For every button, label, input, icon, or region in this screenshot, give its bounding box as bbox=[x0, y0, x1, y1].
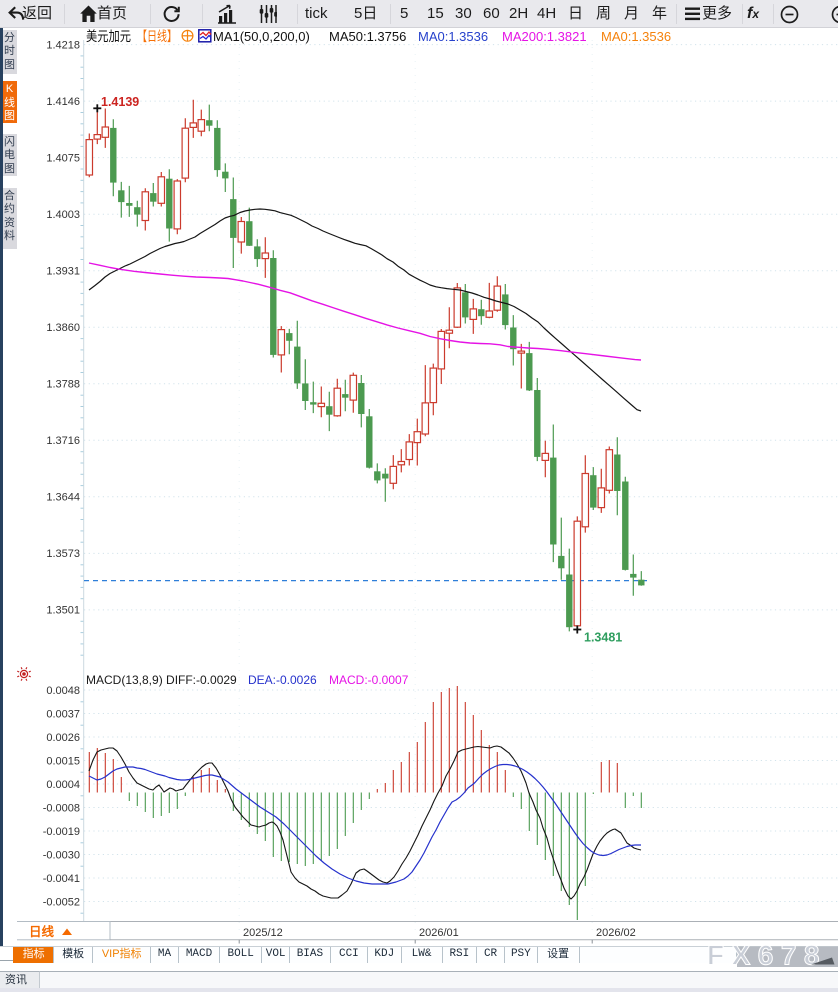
svg-text:MA50:1.3756: MA50:1.3756 bbox=[329, 29, 406, 44]
svg-text:2026/01: 2026/01 bbox=[419, 927, 459, 939]
svg-text:1.3573: 1.3573 bbox=[46, 548, 80, 560]
svg-text:0.0015: 0.0015 bbox=[46, 755, 80, 767]
svg-text:MACD(13,8,9) DIFF:-0.0029: MACD(13,8,9) DIFF:-0.0029 bbox=[86, 673, 237, 687]
svg-text:MA200:1.3821: MA200:1.3821 bbox=[502, 29, 587, 44]
svg-text:1.4139: 1.4139 bbox=[101, 95, 139, 109]
svg-text:MA0:1.3536: MA0:1.3536 bbox=[601, 29, 671, 44]
svg-text:DEA:-0.0026: DEA:-0.0026 bbox=[248, 673, 317, 687]
svg-text:-0.0008: -0.0008 bbox=[43, 802, 80, 814]
svg-text:1.3481: 1.3481 bbox=[584, 631, 622, 645]
svg-text:-0.0052: -0.0052 bbox=[43, 896, 80, 908]
svg-text:-0.0030: -0.0030 bbox=[43, 849, 80, 861]
svg-text:1.3860: 1.3860 bbox=[46, 322, 80, 334]
svg-text:MA1(50,0,200,0): MA1(50,0,200,0) bbox=[213, 29, 310, 44]
svg-text:-0.0041: -0.0041 bbox=[43, 873, 80, 885]
svg-text:0.0048: 0.0048 bbox=[46, 685, 80, 697]
svg-text:0.0004: 0.0004 bbox=[46, 779, 80, 791]
svg-text:1.3644: 1.3644 bbox=[46, 492, 80, 504]
svg-text:1.3501: 1.3501 bbox=[46, 605, 80, 617]
svg-text:美元加元: 美元加元 bbox=[86, 29, 131, 44]
svg-text:0.0037: 0.0037 bbox=[46, 708, 80, 720]
svg-text:1.4003: 1.4003 bbox=[46, 209, 80, 221]
svg-text:1.4146: 1.4146 bbox=[46, 96, 80, 108]
svg-text:1.4218: 1.4218 bbox=[46, 39, 80, 51]
svg-text:1.4075: 1.4075 bbox=[46, 152, 80, 164]
svg-text:2025/12: 2025/12 bbox=[243, 927, 283, 939]
svg-text:1.3788: 1.3788 bbox=[46, 379, 80, 391]
svg-text:【日线】: 【日线】 bbox=[137, 29, 177, 44]
svg-text:MACD:-0.0007: MACD:-0.0007 bbox=[329, 673, 409, 687]
svg-text:1.3716: 1.3716 bbox=[46, 435, 80, 447]
svg-text:日线: 日线 bbox=[29, 924, 55, 939]
svg-text:1.3931: 1.3931 bbox=[46, 266, 80, 278]
svg-text:0.0026: 0.0026 bbox=[46, 732, 80, 744]
svg-text:2026/02: 2026/02 bbox=[596, 927, 636, 939]
svg-text:-0.0019: -0.0019 bbox=[43, 826, 80, 838]
svg-text:MA0:1.3536: MA0:1.3536 bbox=[418, 29, 488, 44]
